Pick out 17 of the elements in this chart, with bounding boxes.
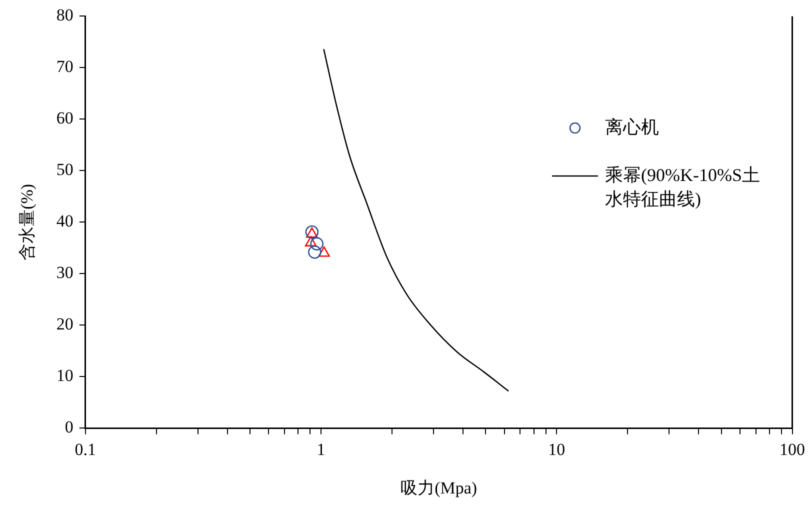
x-tick-label: 1 (316, 440, 326, 459)
x-tick-label: 10 (548, 440, 566, 459)
y-tick-label: 40 (56, 212, 74, 231)
y-axis-title: 含水量(%) (18, 184, 37, 260)
y-tick-label: 60 (56, 108, 74, 128)
y-tick-label: 20 (56, 314, 74, 334)
y-tick-label: 10 (56, 366, 74, 386)
x-tick-label: 100 (780, 440, 805, 459)
legend-label: 离心机 (605, 116, 659, 139)
y-tick-label: 70 (56, 57, 74, 76)
x-axis-title: 吸力(Mpa) (400, 478, 478, 498)
y-tick-label: 80 (56, 6, 74, 25)
y-tick-label: 50 (56, 160, 74, 180)
x-tick-label: 0.1 (74, 440, 96, 459)
legend-label: 乘幂(90%K-10%S土水特征曲线) (605, 164, 761, 211)
y-tick-label: 0 (64, 418, 74, 437)
y-tick-label: 30 (56, 263, 74, 282)
